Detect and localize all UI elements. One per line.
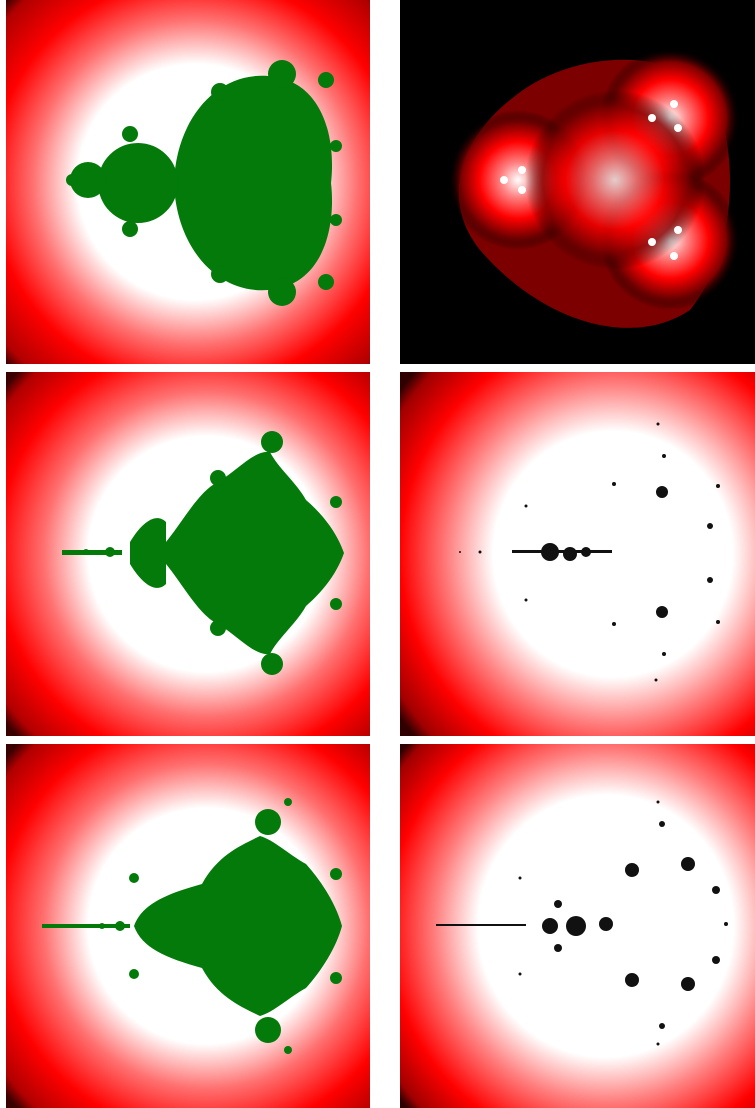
set-body — [42, 798, 342, 1054]
fractal-panel-degree-4-dust — [400, 744, 755, 1108]
fractal-image — [400, 744, 755, 1108]
fractal-panel-degree-3 — [6, 372, 370, 736]
fractal-panel-three-lobe — [400, 0, 755, 364]
fractal-image — [400, 0, 755, 364]
bright-points — [500, 100, 682, 260]
fractal-panel-degree-3-dust — [400, 372, 755, 736]
glow-background — [400, 372, 755, 736]
fractal-image — [6, 0, 370, 364]
fractal-panel-degree-2 — [6, 0, 370, 364]
set-body — [62, 431, 344, 675]
dust-points — [436, 800, 728, 1046]
fractal-image — [6, 372, 370, 736]
fractal-image — [6, 744, 370, 1108]
fractal-panel-degree-4 — [6, 744, 370, 1108]
dust-points — [459, 422, 720, 682]
fractal-image — [400, 372, 755, 736]
set-body — [66, 60, 342, 306]
